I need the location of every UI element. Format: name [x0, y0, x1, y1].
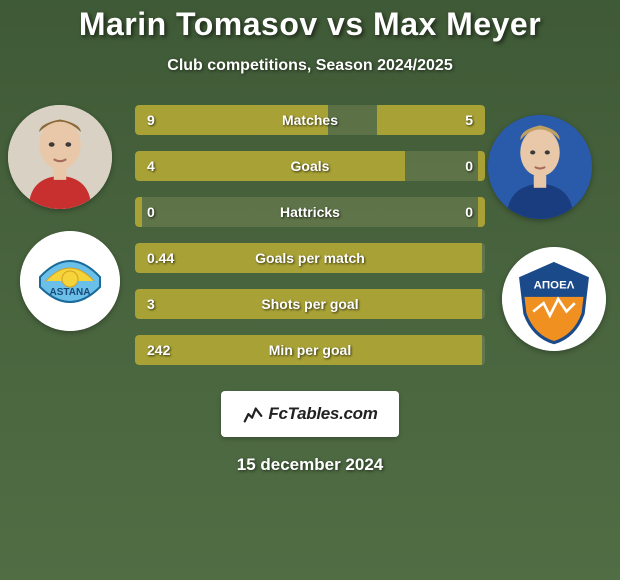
stat-label: Min per goal [135, 335, 485, 365]
branding-text: FcTables.com [268, 404, 377, 424]
chart-icon [242, 403, 264, 425]
player1-avatar [8, 105, 112, 209]
stat-label: Goals per match [135, 243, 485, 273]
stat-row: 3 Shots per goal [135, 289, 485, 319]
stat-row: 242 Min per goal [135, 335, 485, 365]
stat-row: 0 Hattricks 0 [135, 197, 485, 227]
svg-text:ASTANA: ASTANA [50, 287, 91, 298]
stat-row: 4 Goals 0 [135, 151, 485, 181]
stat-label: Hattricks [135, 197, 485, 227]
comparison-area: ASTANA ΑΠΟΕΛ 9 Matches 5 [0, 105, 620, 385]
player1-club-logo: ASTANA [20, 231, 120, 331]
stat-label: Goals [135, 151, 485, 181]
date-text: 15 december 2024 [0, 455, 620, 475]
stat-right-value: 0 [465, 197, 473, 227]
stat-right-value: 5 [465, 105, 473, 135]
stat-row: 0.44 Goals per match [135, 243, 485, 273]
stat-label: Matches [135, 105, 485, 135]
stat-row: 9 Matches 5 [135, 105, 485, 135]
player2-avatar [488, 115, 592, 219]
svg-text:ΑΠΟΕΛ: ΑΠΟΕΛ [534, 280, 575, 292]
page-title: Marin Tomasov vs Max Meyer [0, 6, 620, 43]
player2-club-logo: ΑΠΟΕΛ [502, 247, 606, 351]
stat-label: Shots per goal [135, 289, 485, 319]
stat-bars: 9 Matches 5 4 Goals 0 0 Hattricks 0 [135, 105, 485, 381]
branding-badge: FcTables.com [221, 391, 399, 437]
subtitle: Club competitions, Season 2024/2025 [0, 57, 620, 75]
stat-right-value: 0 [465, 151, 473, 181]
